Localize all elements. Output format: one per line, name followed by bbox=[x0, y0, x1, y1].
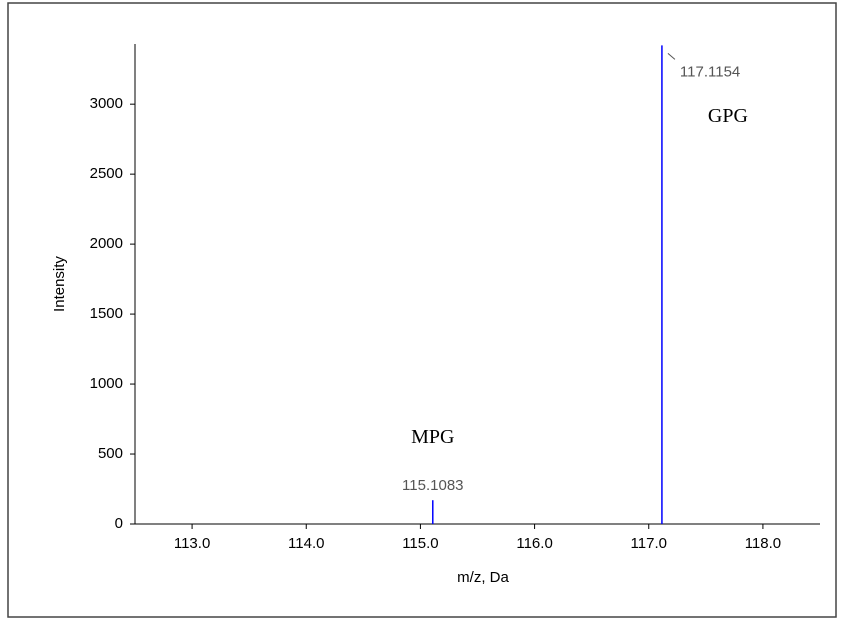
y-tick-label: 500 bbox=[98, 445, 123, 462]
y-tick-label: 2500 bbox=[90, 165, 123, 182]
y-tick-label: 1500 bbox=[90, 305, 123, 322]
x-tick-label: 118.0 bbox=[745, 535, 781, 552]
annotation: MPG bbox=[411, 426, 454, 448]
x-tick-label: 114.0 bbox=[288, 535, 324, 552]
peak-label: 117.1154 bbox=[680, 63, 740, 80]
peak-label: 115.1083 bbox=[402, 477, 463, 494]
y-axis-label: Intensity bbox=[51, 256, 68, 312]
y-tick-label: 2000 bbox=[90, 235, 123, 252]
label-leader bbox=[667, 53, 676, 60]
x-axis-label: m/z, Da bbox=[457, 569, 509, 586]
y-tick-label: 0 bbox=[115, 515, 123, 532]
frame bbox=[7, 2, 837, 618]
x-tick-label: 117.0 bbox=[631, 535, 667, 552]
annotation: GPG bbox=[708, 105, 748, 127]
x-tick-label: 113.0 bbox=[174, 535, 210, 552]
x-tick-label: 115.0 bbox=[402, 535, 438, 552]
x-tick-label: 116.0 bbox=[516, 535, 552, 552]
y-tick-label: 3000 bbox=[90, 95, 123, 112]
y-tick-label: 1000 bbox=[90, 375, 123, 392]
